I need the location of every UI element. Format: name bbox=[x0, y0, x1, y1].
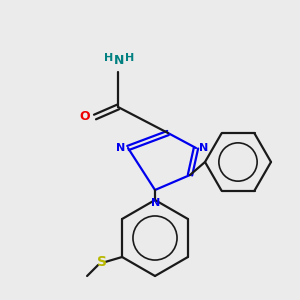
Text: S: S bbox=[97, 255, 107, 269]
Text: N: N bbox=[116, 143, 125, 153]
Text: H: H bbox=[125, 53, 135, 63]
Text: N: N bbox=[114, 54, 124, 67]
Text: N: N bbox=[199, 143, 208, 153]
Text: N: N bbox=[152, 198, 160, 208]
Text: O: O bbox=[80, 110, 90, 124]
Text: H: H bbox=[104, 53, 114, 63]
